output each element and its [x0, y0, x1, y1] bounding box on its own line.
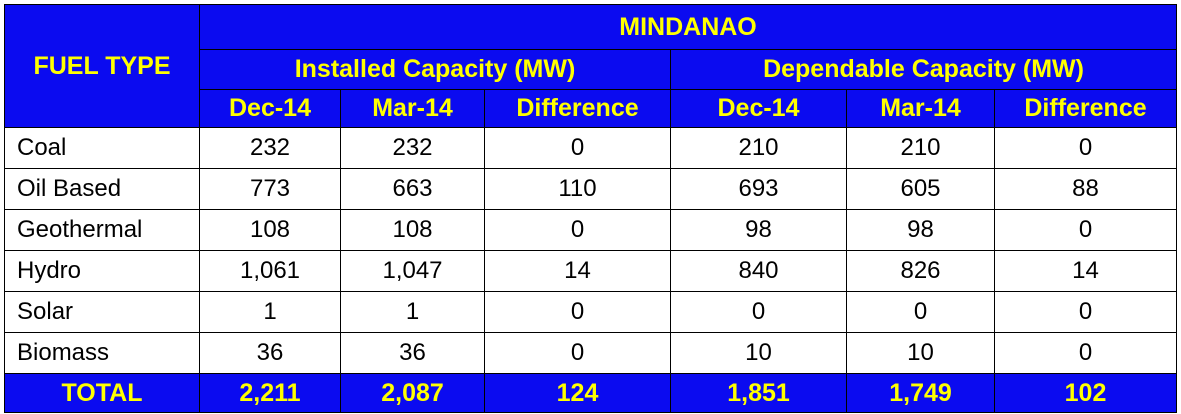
value-cell: 10: [670, 332, 847, 374]
value-cell: 232: [199, 127, 341, 169]
value-cell: 108: [340, 209, 485, 251]
fuel-type-header: FUEL TYPE: [4, 4, 200, 128]
installed-capacity-header: Installed Capacity (MW): [199, 49, 671, 90]
value-cell: 110: [484, 168, 671, 210]
value-cell: 0: [484, 332, 671, 374]
fuel-type-cell: Oil Based: [4, 168, 200, 210]
column-header: Dec-14: [670, 89, 847, 128]
value-cell: 0: [484, 291, 671, 333]
value-cell: 1: [340, 291, 485, 333]
fuel-type-cell: Coal: [4, 127, 200, 169]
fuel-type-cell: Biomass: [4, 332, 200, 374]
value-cell: 0: [670, 291, 847, 333]
table-row: Oil Based 773 663 110 693 605 88: [4, 168, 1178, 210]
table-row: Geothermal 108 108 0 98 98 0: [4, 209, 1178, 251]
value-cell: 1,061: [199, 250, 341, 292]
total-cell: 102: [993, 373, 1178, 413]
table-row: Solar 1 1 0 0 0 0: [4, 291, 1178, 333]
total-cell: 2,087: [340, 373, 485, 413]
value-cell: 10: [846, 332, 995, 374]
capacity-table: FUEL TYPE MINDANAO Installed Capacity (M…: [4, 4, 1178, 413]
value-cell: 826: [846, 250, 995, 292]
value-cell: 88: [993, 168, 1178, 210]
value-cell: 693: [670, 168, 847, 210]
value-cell: 0: [993, 127, 1178, 169]
value-cell: 1,047: [340, 250, 485, 292]
column-header: Mar-14: [846, 89, 995, 128]
value-cell: 36: [340, 332, 485, 374]
region-header: MINDANAO: [198, 4, 1178, 50]
column-header: Difference: [484, 89, 671, 128]
value-cell: 210: [670, 127, 847, 169]
total-cell: 1,851: [670, 373, 847, 413]
fuel-type-cell: Hydro: [4, 250, 200, 292]
table-row: Hydro 1,061 1,047 14 840 826 14: [4, 250, 1178, 292]
value-cell: 605: [846, 168, 995, 210]
value-cell: 98: [670, 209, 847, 251]
value-cell: 0: [484, 209, 671, 251]
value-cell: 663: [340, 168, 485, 210]
total-label: TOTAL: [4, 373, 200, 413]
fuel-type-cell: Geothermal: [4, 209, 200, 251]
value-cell: 773: [199, 168, 341, 210]
total-cell: 124: [484, 373, 671, 413]
value-cell: 14: [993, 250, 1178, 292]
fuel-type-cell: Solar: [4, 291, 200, 333]
value-cell: 0: [993, 209, 1178, 251]
column-header: Dec-14: [199, 89, 341, 128]
value-cell: 36: [199, 332, 341, 374]
value-cell: 0: [484, 127, 671, 169]
value-cell: 0: [993, 291, 1178, 333]
column-header: Mar-14: [340, 89, 485, 128]
value-cell: 108: [199, 209, 341, 251]
value-cell: 1: [199, 291, 341, 333]
total-row: TOTAL 2,211 2,087 124 1,851 1,749 102: [4, 373, 1178, 413]
value-cell: 210: [846, 127, 995, 169]
value-cell: 98: [846, 209, 995, 251]
value-cell: 14: [484, 250, 671, 292]
dependable-capacity-header: Dependable Capacity (MW): [669, 49, 1178, 90]
value-cell: 0: [993, 332, 1178, 374]
table-row: Biomass 36 36 0 10 10 0: [4, 332, 1178, 374]
value-cell: 840: [670, 250, 847, 292]
value-cell: 232: [340, 127, 485, 169]
total-cell: 1,749: [846, 373, 995, 413]
value-cell: 0: [846, 291, 995, 333]
column-header: Difference: [993, 89, 1178, 128]
total-cell: 2,211: [199, 373, 341, 413]
